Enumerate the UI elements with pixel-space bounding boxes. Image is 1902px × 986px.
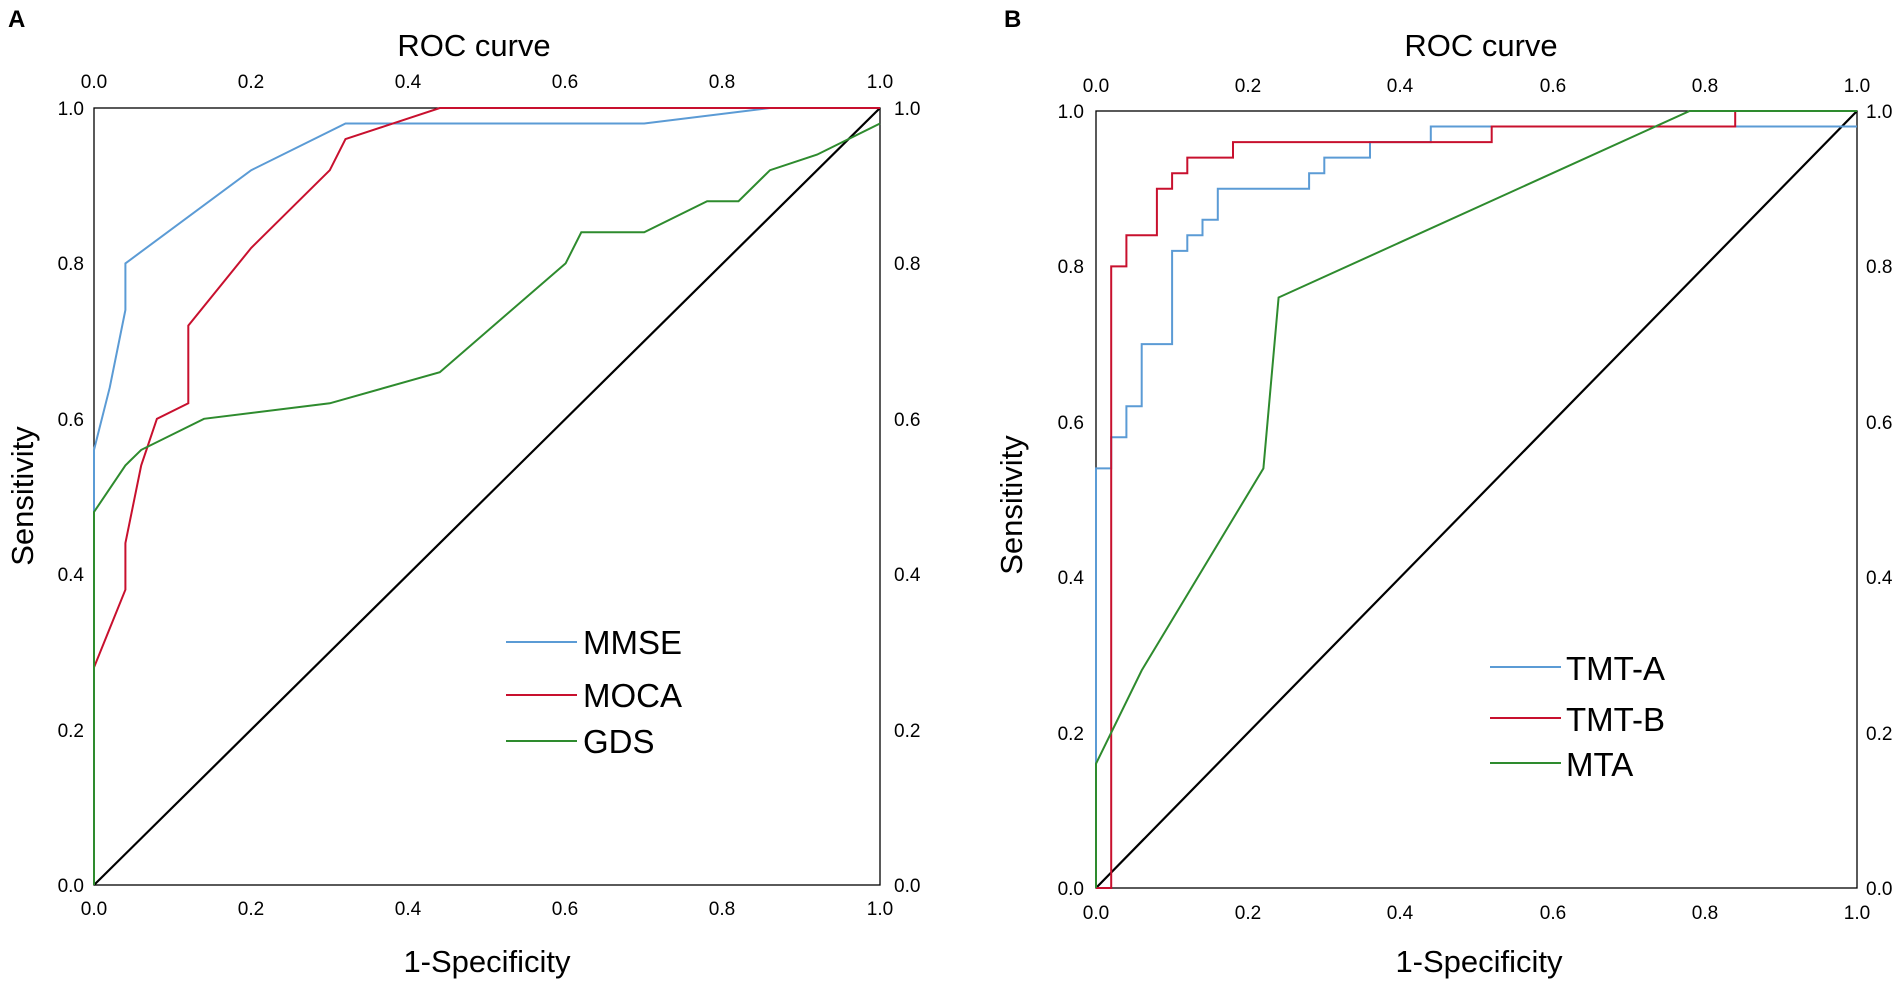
tick-label: 1.0 — [894, 99, 920, 120]
tick-label: 0.8 — [58, 254, 84, 275]
panel-b-x-ticks-bottom: 0.0 0.2 0.4 0.6 0.8 1.0 — [1083, 903, 1870, 924]
panel-b-curves — [1095, 110, 1857, 889]
tick-label: 0.0 — [1083, 903, 1109, 924]
tick-label: 0.6 — [58, 410, 84, 431]
panel-b-y-axis-label: Sensitivity — [994, 435, 1029, 575]
tick-label: 0.2 — [1866, 724, 1892, 745]
tick-label: 0.4 — [1387, 76, 1414, 97]
tick-label: 0.8 — [1692, 903, 1718, 924]
tick-label: 0.4 — [1866, 568, 1893, 589]
tick-label: 0.2 — [1235, 903, 1261, 924]
tick-label: 0.6 — [894, 410, 920, 431]
tick-label: 0.4 — [58, 565, 85, 586]
tick-label: 1.0 — [1058, 102, 1084, 123]
tick-label: 0.0 — [1866, 879, 1892, 900]
tick-label: 1.0 — [1866, 102, 1892, 123]
panel-a-y-axis-label: Sensitivity — [5, 426, 40, 566]
tick-label: 0.0 — [58, 876, 84, 897]
tick-label: 0.0 — [81, 72, 107, 93]
panel-b-y-ticks-left: 0.0 0.2 0.4 0.6 0.8 1.0 — [1058, 102, 1085, 900]
legend-label-tmt-a: TMT-A — [1566, 650, 1665, 687]
panel-b-title: ROC curve — [1404, 28, 1557, 63]
series-line-tmt-a — [1095, 125, 1857, 888]
tick-label: 0.8 — [894, 254, 920, 275]
series-line-tmt-b — [1096, 110, 1857, 889]
panel-a-x-ticks-top: 0.0 0.2 0.4 0.6 0.8 1.0 — [81, 72, 893, 93]
panel-a-title: ROC curve — [397, 28, 550, 63]
legend-label-gds: GDS — [583, 723, 655, 760]
tick-label: 0.8 — [709, 72, 735, 93]
panel-a-y-ticks-left: 0.0 0.2 0.4 0.6 0.8 1.0 — [58, 99, 85, 897]
series-line-mta — [1095, 110, 1857, 888]
tick-label: 0.0 — [894, 876, 920, 897]
series-line-gds — [93, 122, 881, 885]
tick-label: 0.2 — [58, 721, 84, 742]
panel-a-x-ticks-bottom: 0.0 0.2 0.4 0.6 0.8 1.0 — [81, 899, 893, 920]
panel-a: A ROC curve 0.0 0.2 0.4 0.6 0.8 1.0 0.0 … — [5, 6, 921, 979]
panel-a-curves — [93, 107, 881, 885]
tick-label: 0.4 — [395, 899, 422, 920]
panel-b-plot-area — [1095, 110, 1858, 889]
tick-label: 0.2 — [1235, 76, 1261, 97]
panel-b-legend: TMT-A TMT-B MTA — [1490, 650, 1665, 783]
tick-label: 1.0 — [1844, 76, 1870, 97]
tick-label: 0.8 — [709, 899, 735, 920]
panel-b-reference-line — [1095, 110, 1858, 889]
tick-label: 1.0 — [1844, 903, 1870, 924]
legend-label-tmt-b: TMT-B — [1566, 701, 1665, 738]
panel-a-plot-area — [93, 107, 881, 886]
tick-label: 0.6 — [552, 72, 578, 93]
panel-b-y-ticks-right: 0.0 0.2 0.4 0.6 0.8 1.0 — [1866, 102, 1893, 900]
legend-label-mmse: MMSE — [583, 624, 682, 661]
legend-label-mta: MTA — [1566, 746, 1633, 783]
tick-label: 1.0 — [867, 72, 893, 93]
tick-label: 0.0 — [1083, 76, 1109, 97]
tick-label: 0.0 — [81, 899, 107, 920]
series-line-mmse — [93, 107, 880, 885]
tick-label: 0.4 — [1058, 568, 1085, 589]
legend-label-moca: MOCA — [583, 677, 682, 714]
panel-b-x-ticks-top: 0.0 0.2 0.4 0.6 0.8 1.0 — [1083, 76, 1870, 97]
tick-label: 0.6 — [552, 899, 578, 920]
tick-label: 0.6 — [1540, 903, 1566, 924]
tick-label: 0.8 — [1058, 257, 1084, 278]
tick-label: 0.6 — [1058, 413, 1084, 434]
tick-label: 0.4 — [1387, 903, 1414, 924]
tick-label: 0.4 — [894, 565, 921, 586]
panel-a-y-ticks-right: 0.0 0.2 0.4 0.6 0.8 1.0 — [894, 99, 921, 897]
tick-label: 1.0 — [867, 899, 893, 920]
panel-a-x-axis-label: 1-Specificity — [403, 944, 571, 979]
panel-a-letter: A — [8, 6, 25, 33]
panel-a-reference-line — [93, 107, 881, 886]
series-line-moca — [93, 107, 880, 885]
tick-label: 0.6 — [1540, 76, 1566, 97]
tick-label: 0.2 — [238, 72, 264, 93]
panel-a-legend: MMSE MOCA GDS — [506, 624, 682, 760]
tick-label: 0.6 — [1866, 413, 1892, 434]
tick-label: 0.4 — [395, 72, 422, 93]
panel-b-x-axis-label: 1-Specificity — [1395, 944, 1563, 979]
tick-label: 0.8 — [1692, 76, 1718, 97]
tick-label: 0.0 — [1058, 879, 1084, 900]
panel-b: B ROC curve 0.0 0.2 0.4 0.6 0.8 1.0 0.0 … — [994, 6, 1893, 979]
panel-b-letter: B — [1004, 6, 1021, 33]
tick-label: 1.0 — [58, 99, 84, 120]
tick-label: 0.2 — [238, 899, 264, 920]
tick-label: 0.2 — [1058, 724, 1084, 745]
tick-label: 0.2 — [894, 721, 920, 742]
tick-label: 0.8 — [1866, 257, 1892, 278]
